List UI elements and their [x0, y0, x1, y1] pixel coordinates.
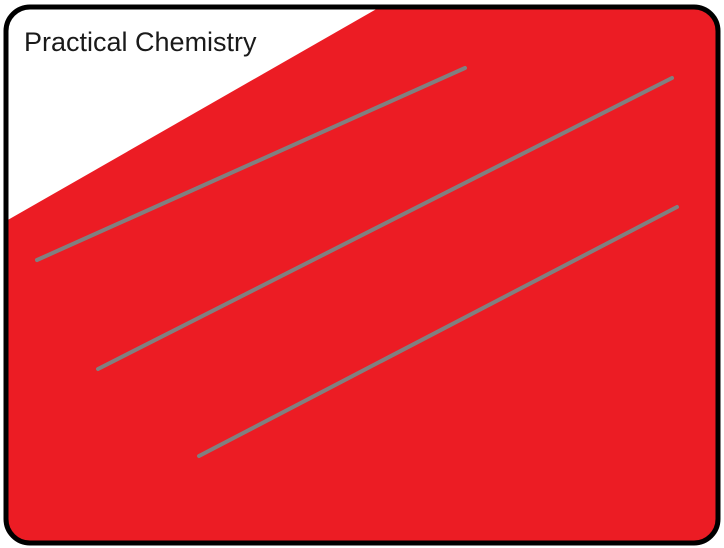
stripe-line-3 — [197, 205, 679, 458]
stripe-line-1 — [35, 66, 467, 262]
card-title: Practical Chemistry — [24, 27, 257, 57]
card-frame — [3, 4, 721, 546]
stripe-line-2 — [96, 76, 674, 371]
red-fill-region — [6, 7, 718, 543]
